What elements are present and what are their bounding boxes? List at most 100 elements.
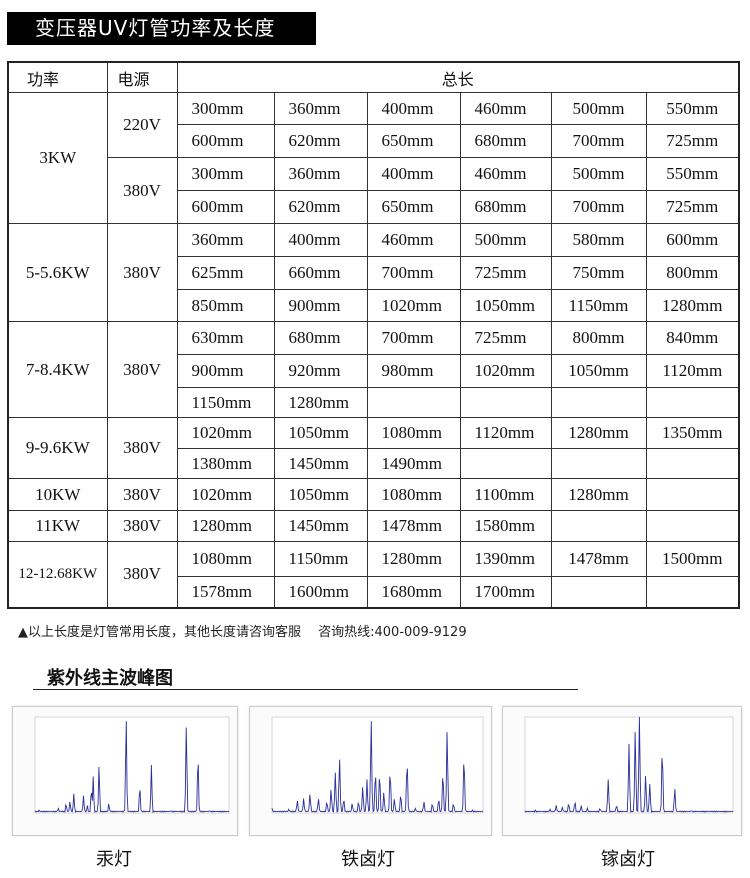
table-row: 600mm 620mm 650mm 680mm 700mm 725mm <box>8 124 740 158</box>
length-cell: 1380mm <box>176 448 275 479</box>
length-cell: 1450mm <box>273 510 368 542</box>
length-cell: 1050mm <box>273 417 368 449</box>
length-cell: 1150mm <box>176 387 275 418</box>
voltage-cell: 380V <box>106 510 178 542</box>
length-cell <box>645 510 740 542</box>
table-row: 900mm 920mm 980mm 1020mm 1050mm 1120mm <box>8 354 740 388</box>
length-cell: 800mm <box>550 321 647 355</box>
length-cell: 620mm <box>273 124 368 158</box>
header-length: 总长 <box>176 61 740 93</box>
table-row: 3KW 220V 300mm 360mm 400mm 460mm 500mm 550mm <box>7 92 740 224</box>
length-cell: 1680mm <box>366 576 461 608</box>
header-power: 功率 <box>7 61 108 93</box>
length-cell: 725mm <box>459 256 552 290</box>
length-cell: 750mm <box>550 256 647 290</box>
length-cell: 840mm <box>645 321 740 355</box>
caption-mercury-lamp: 汞灯 <box>96 849 132 870</box>
voltage-cell: 380V <box>106 541 178 608</box>
length-cell: 700mm <box>366 256 461 290</box>
length-cell: 1120mm <box>645 354 740 388</box>
gallium-halide-spectrum-figure <box>502 706 742 836</box>
length-cell: 800mm <box>645 256 740 290</box>
length-cell: 1280mm <box>550 417 647 449</box>
length-cell <box>645 478 740 511</box>
length-cell: 1350mm <box>645 417 740 449</box>
plot-area <box>34 716 230 814</box>
table-row: 1380mm 1450mm 1490mm <box>8 448 740 479</box>
length-cell: 600mm <box>645 223 740 257</box>
length-cell <box>645 448 740 479</box>
length-cell: 680mm <box>459 190 552 224</box>
spectrum-line <box>271 721 484 813</box>
length-cell <box>645 387 740 418</box>
table-row: 600mm 620mm 650mm 680mm 700mm 725mm <box>8 190 740 224</box>
power-cell: 11KW <box>7 510 108 542</box>
length-cell: 1280mm <box>273 387 368 418</box>
length-cell: 300mm <box>176 157 275 191</box>
length-cell: 1450mm <box>273 448 368 479</box>
length-cell: 460mm <box>459 157 552 191</box>
voltage-cell: 220V <box>106 92 178 158</box>
length-cell: 360mm <box>176 223 275 257</box>
lamp-spec-table: 功率 电源 总长 3KW 220V 300mm 360mm 400mm 460mm 500m… <box>7 61 741 609</box>
length-cell: 1700mm <box>459 576 552 608</box>
length-cell: 980mm <box>366 354 461 388</box>
length-cell: 700mm <box>550 190 647 224</box>
gallium-halide-spectrum-plot <box>524 716 734 814</box>
length-cell: 1500mm <box>645 541 740 577</box>
table-row: 9-9.6KW 380V 1020mm 1050mm 1080mm 1120mm 1280m… <box>7 417 740 479</box>
length-cell: 725mm <box>645 124 740 158</box>
mercury-lamp-spectrum-figure <box>12 706 238 836</box>
table-row: 625mm 660mm 700mm 725mm 750mm 800mm <box>8 256 740 290</box>
length-cell: 680mm <box>273 321 368 355</box>
power-cell: 3KW <box>7 92 108 224</box>
length-cell: 600mm <box>176 190 275 224</box>
iron-halide-spectrum-figure <box>249 706 492 836</box>
length-cell: 580mm <box>550 223 647 257</box>
table-row: 1578mm 1600mm 1680mm 1700mm <box>8 576 740 608</box>
length-cell: 700mm <box>366 321 461 355</box>
length-cell: 1080mm <box>366 417 461 449</box>
length-cell: 1280mm <box>645 289 740 322</box>
length-cell: 650mm <box>366 124 461 158</box>
length-cell: 725mm <box>645 190 740 224</box>
length-cell: 1280mm <box>366 541 461 577</box>
table-row: 1150mm 1280mm <box>8 387 740 418</box>
voltage-cell: 380V <box>106 223 178 322</box>
length-cell: 1050mm <box>273 478 368 511</box>
length-cell: 1020mm <box>459 354 552 388</box>
length-cell: 625mm <box>176 256 275 290</box>
length-cell: 900mm <box>273 289 368 322</box>
table-row: 12-12.68KW 380V 1080mm 1150mm 1280mm 1390mm 14… <box>7 541 740 608</box>
length-cell: 1390mm <box>459 541 552 577</box>
iron-halide-spectrum-plot <box>271 716 484 814</box>
length-cell: 1150mm <box>550 289 647 322</box>
length-cell: 660mm <box>273 256 368 290</box>
length-cell: 1080mm <box>176 541 275 577</box>
table-row: 10KW 380V 1020mm 1050mm 1080mm 1100mm 1280mm <box>7 478 740 511</box>
length-cell: 400mm <box>273 223 368 257</box>
length-cell: 1280mm <box>550 478 647 511</box>
length-cell: 500mm <box>550 157 647 191</box>
length-cell <box>459 448 552 479</box>
length-cell: 850mm <box>176 289 275 322</box>
length-cell: 1150mm <box>273 541 368 577</box>
page-title: 变压器UV灯管功率及长度 <box>7 12 316 45</box>
length-cell: 1580mm <box>459 510 552 542</box>
length-cell: 1490mm <box>366 448 461 479</box>
caption-iron-halide-lamp: 铁卤灯 <box>341 849 395 870</box>
length-cell: 400mm <box>366 92 461 125</box>
length-cell: 1080mm <box>366 478 461 511</box>
length-cell <box>550 510 647 542</box>
length-cell: 360mm <box>273 92 368 125</box>
length-cell: 1100mm <box>459 478 552 511</box>
length-cell: 1020mm <box>366 289 461 322</box>
section-title: 紫外线主波峰图 <box>47 668 173 689</box>
length-cell: 1020mm <box>176 478 275 511</box>
length-cell: 725mm <box>459 321 552 355</box>
header-supply: 电源 <box>106 61 178 93</box>
power-cell: 10KW <box>7 478 108 511</box>
length-cell: 500mm <box>550 92 647 125</box>
length-cell: 680mm <box>459 124 552 158</box>
power-cell: 7-8.4KW <box>7 321 108 418</box>
